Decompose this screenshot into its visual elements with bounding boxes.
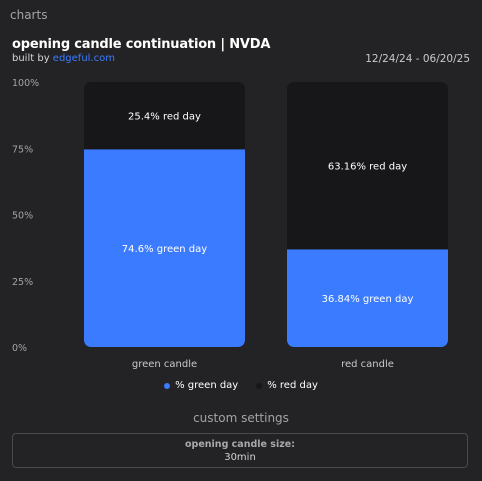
- x-tick-label: red candle: [341, 359, 394, 370]
- legend-dot-red-day: [256, 382, 263, 389]
- data-label: 63.16% red day: [328, 162, 407, 173]
- settings-box[interactable]: opening candle size: 30min: [12, 433, 468, 468]
- bar-segment-green-day[interactable]: [84, 149, 245, 347]
- data-label: 25.4% red day: [128, 112, 201, 123]
- y-tick-label: 25%: [12, 277, 33, 288]
- data-label: 36.84% green day: [322, 294, 414, 305]
- y-tick-label: 75%: [12, 144, 33, 155]
- x-tick-label: green candle: [132, 359, 197, 370]
- bar-segment-red-day[interactable]: [287, 82, 448, 250]
- legend-item-red-day[interactable]: % red day: [256, 380, 318, 391]
- bar-segment-green-day[interactable]: [287, 249, 448, 347]
- legend-label-green-day: % green day: [175, 380, 239, 391]
- chart-title: opening candle continuation | NVDA: [12, 37, 271, 52]
- setting-value-opening-candle-size: 30min: [224, 452, 256, 463]
- chart-legend: % green day % red day: [0, 380, 482, 391]
- date-range: 12/24/24 - 06/20/25: [365, 53, 470, 65]
- data-label: 74.6% green day: [122, 244, 207, 255]
- y-tick-label: 100%: [12, 78, 39, 89]
- byline: built by edgeful.com: [12, 53, 115, 64]
- y-tick-label: 0%: [12, 343, 27, 354]
- custom-settings-title: custom settings: [193, 411, 289, 425]
- legend-dot-green-day: [164, 382, 171, 389]
- setting-label-opening-candle-size: opening candle size:: [185, 439, 295, 450]
- section-label: charts: [10, 8, 48, 22]
- y-tick-label: 50%: [12, 211, 33, 222]
- legend-item-green-day[interactable]: % green day: [164, 380, 238, 391]
- byline-prefix: built by: [12, 53, 53, 64]
- stacked-bar-chart: 0% 25% 50% 75% 100% 74.6% green day 25.4% red …: [12, 78, 448, 370]
- legend-label-red-day: % red day: [267, 380, 318, 391]
- bar-segment-red-day[interactable]: [84, 82, 245, 150]
- edgeful-link[interactable]: edgeful.com: [52, 53, 115, 64]
